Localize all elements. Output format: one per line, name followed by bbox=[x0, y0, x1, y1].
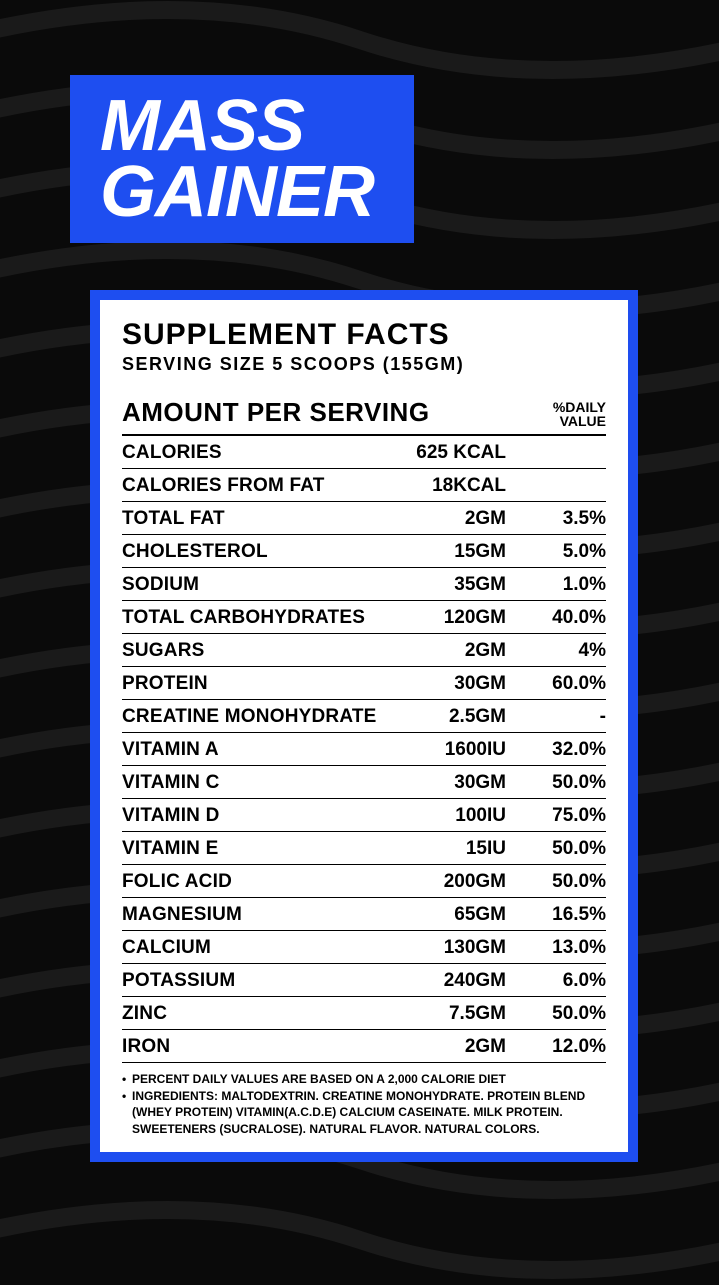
nutrient-name: VITAMIN D bbox=[122, 805, 386, 827]
nutrient-name: CHOLESTEROL bbox=[122, 541, 386, 563]
nutrient-amount: 1600IU bbox=[386, 739, 506, 761]
nutrient-name: MAGNESIUM bbox=[122, 904, 386, 926]
nutrient-amount: 30GM bbox=[386, 772, 506, 794]
nutrient-name: CALORIES FROM FAT bbox=[122, 475, 386, 497]
nutrient-rows: CALORIES625 KCALCALORIES FROM FAT18KCALT… bbox=[122, 436, 606, 1063]
nutrient-daily-value: 50.0% bbox=[506, 772, 606, 794]
nutrient-name: VITAMIN A bbox=[122, 739, 386, 761]
nutrient-row: CALCIUM130GM13.0% bbox=[122, 931, 606, 964]
nutrient-daily-value: 3.5% bbox=[506, 508, 606, 530]
nutrient-amount: 2GM bbox=[386, 508, 506, 530]
nutrient-row: SUGARS2GM4% bbox=[122, 634, 606, 667]
nutrient-amount: 100IU bbox=[386, 805, 506, 827]
nutrient-name: SUGARS bbox=[122, 640, 386, 662]
footnote-text: PERCENT DAILY VALUES ARE BASED ON A 2,00… bbox=[132, 1071, 506, 1087]
bullet-icon: • bbox=[122, 1088, 132, 1137]
nutrient-name: VITAMIN E bbox=[122, 838, 386, 860]
nutrient-amount: 35GM bbox=[386, 574, 506, 596]
title-line-1: MASS bbox=[100, 93, 374, 159]
nutrient-row: VITAMIN A1600IU32.0% bbox=[122, 733, 606, 766]
footnote-text: INGREDIENTS: MALTODEXTRIN. CREATINE MONO… bbox=[132, 1088, 606, 1137]
nutrient-row: SODIUM35GM1.0% bbox=[122, 568, 606, 601]
nutrient-daily-value: 50.0% bbox=[506, 1003, 606, 1025]
nutrient-daily-value: 60.0% bbox=[506, 673, 606, 695]
serving-size: SERVING SIZE 5 SCOOPS (155GM) bbox=[122, 354, 606, 375]
nutrient-row: TOTAL CARBOHYDRATES120GM40.0% bbox=[122, 601, 606, 634]
nutrient-amount: 200GM bbox=[386, 871, 506, 893]
facts-heading: SUPPLEMENT FACTS bbox=[122, 318, 606, 352]
nutrient-row: CALORIES625 KCAL bbox=[122, 436, 606, 469]
nutrient-amount: 2GM bbox=[386, 1036, 506, 1058]
nutrient-name: TOTAL FAT bbox=[122, 508, 386, 530]
nutrient-row: CHOLESTEROL15GM5.0% bbox=[122, 535, 606, 568]
nutrient-name: CALORIES bbox=[122, 442, 386, 464]
nutrient-amount: 65GM bbox=[386, 904, 506, 926]
table-header: AMOUNT PER SERVING %DAILY VALUE bbox=[122, 397, 606, 436]
nutrient-row: TOTAL FAT2GM3.5% bbox=[122, 502, 606, 535]
nutrient-daily-value: 13.0% bbox=[506, 937, 606, 959]
nutrient-amount: 30GM bbox=[386, 673, 506, 695]
nutrient-name: VITAMIN C bbox=[122, 772, 386, 794]
nutrient-amount: 15IU bbox=[386, 838, 506, 860]
product-title: MASS GAINER bbox=[70, 75, 414, 243]
nutrient-row: FOLIC ACID200GM50.0% bbox=[122, 865, 606, 898]
footnotes: •PERCENT DAILY VALUES ARE BASED ON A 2,0… bbox=[122, 1071, 606, 1137]
nutrient-daily-value: 50.0% bbox=[506, 871, 606, 893]
nutrient-amount: 120GM bbox=[386, 607, 506, 629]
nutrient-name: TOTAL CARBOHYDRATES bbox=[122, 607, 386, 629]
nutrient-daily-value: 4% bbox=[506, 640, 606, 662]
footnote: •INGREDIENTS: MALTODEXTRIN. CREATINE MON… bbox=[122, 1088, 606, 1137]
nutrient-name: PROTEIN bbox=[122, 673, 386, 695]
nutrient-row: POTASSIUM240GM6.0% bbox=[122, 964, 606, 997]
nutrient-row: VITAMIN E15IU50.0% bbox=[122, 832, 606, 865]
nutrient-name: IRON bbox=[122, 1036, 386, 1058]
nutrient-name: CALCIUM bbox=[122, 937, 386, 959]
nutrient-daily-value: 12.0% bbox=[506, 1036, 606, 1058]
nutrient-row: VITAMIN C30GM50.0% bbox=[122, 766, 606, 799]
nutrient-row: CALORIES FROM FAT18KCAL bbox=[122, 469, 606, 502]
nutrient-row: ZINC7.5GM50.0% bbox=[122, 997, 606, 1030]
nutrient-daily-value: 75.0% bbox=[506, 805, 606, 827]
nutrient-name: POTASSIUM bbox=[122, 970, 386, 992]
nutrient-row: IRON2GM12.0% bbox=[122, 1030, 606, 1063]
nutrient-amount: 18KCAL bbox=[386, 475, 506, 497]
nutrient-row: VITAMIN D100IU75.0% bbox=[122, 799, 606, 832]
nutrient-amount: 15GM bbox=[386, 541, 506, 563]
nutrient-daily-value: 5.0% bbox=[506, 541, 606, 563]
nutrient-daily-value: 50.0% bbox=[506, 838, 606, 860]
nutrient-amount: 2.5GM bbox=[386, 706, 506, 728]
nutrient-amount: 2GM bbox=[386, 640, 506, 662]
nutrient-daily-value: 40.0% bbox=[506, 607, 606, 629]
bullet-icon: • bbox=[122, 1071, 132, 1087]
footnote: •PERCENT DAILY VALUES ARE BASED ON A 2,0… bbox=[122, 1071, 606, 1087]
nutrient-row: PROTEIN30GM60.0% bbox=[122, 667, 606, 700]
facts-panel-border: SUPPLEMENT FACTS SERVING SIZE 5 SCOOPS (… bbox=[90, 290, 638, 1162]
header-amount: AMOUNT PER SERVING bbox=[122, 397, 516, 428]
nutrient-name: CREATINE MONOHYDRATE bbox=[122, 706, 386, 728]
nutrient-daily-value: - bbox=[506, 706, 606, 728]
nutrient-row: MAGNESIUM65GM16.5% bbox=[122, 898, 606, 931]
nutrient-daily-value: 16.5% bbox=[506, 904, 606, 926]
nutrient-amount: 625 KCAL bbox=[386, 442, 506, 464]
nutrient-name: ZINC bbox=[122, 1003, 386, 1025]
facts-panel: SUPPLEMENT FACTS SERVING SIZE 5 SCOOPS (… bbox=[100, 300, 628, 1152]
title-line-2: GAINER bbox=[100, 159, 374, 225]
nutrient-daily-value: 32.0% bbox=[506, 739, 606, 761]
nutrient-name: FOLIC ACID bbox=[122, 871, 386, 893]
header-daily-value: %DAILY VALUE bbox=[516, 400, 606, 428]
nutrient-amount: 7.5GM bbox=[386, 1003, 506, 1025]
nutrient-amount: 240GM bbox=[386, 970, 506, 992]
nutrient-daily-value: 6.0% bbox=[506, 970, 606, 992]
nutrient-row: CREATINE MONOHYDRATE2.5GM- bbox=[122, 700, 606, 733]
nutrient-name: SODIUM bbox=[122, 574, 386, 596]
nutrient-daily-value: 1.0% bbox=[506, 574, 606, 596]
nutrient-amount: 130GM bbox=[386, 937, 506, 959]
